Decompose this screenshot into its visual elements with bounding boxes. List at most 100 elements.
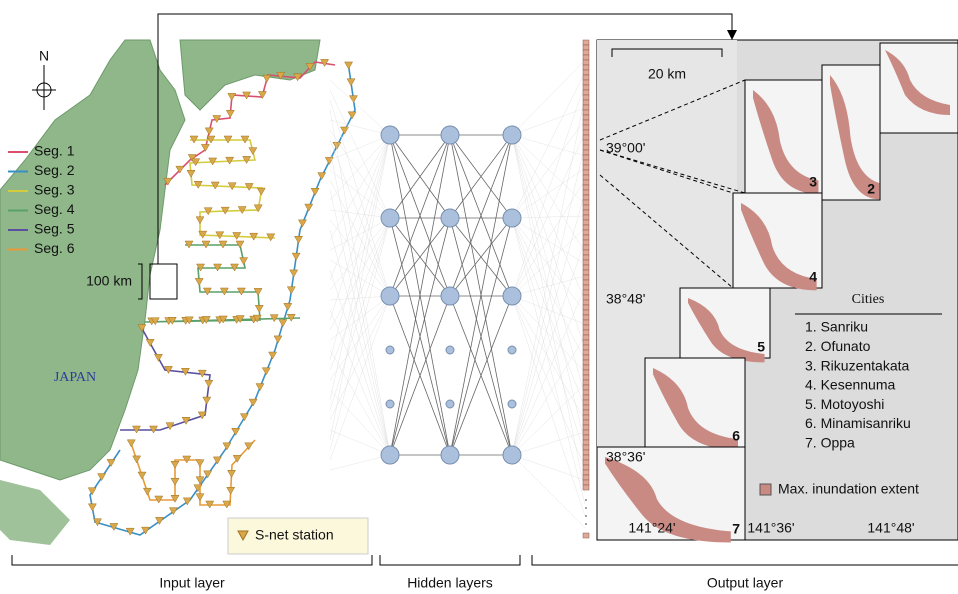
layer-brackets [12,555,958,565]
cities-title: Cities [852,292,885,307]
neuron [503,126,521,144]
input-connection [330,260,390,296]
station [311,188,319,195]
input-connection [330,90,390,218]
station [88,488,96,495]
output-connection [512,135,585,348]
output-node [583,150,589,155]
legend-label: Seg. 6 [34,240,75,256]
station [171,495,179,502]
output-node [583,170,589,175]
station [292,253,300,260]
input-connection [330,218,390,290]
output-node [583,155,589,160]
station [256,384,264,391]
output-connection [512,384,585,455]
lon-label: 141°24' [628,520,675,536]
output-node [583,425,589,430]
station [305,204,313,211]
station [227,487,235,494]
output-node [583,355,589,360]
legend-label: Seg. 5 [34,221,75,237]
figure: N 100 km JAPAN Seg. 1Seg. 2Seg. 3Seg. 4S… [0,0,958,594]
layer-label: Output layer [707,575,784,591]
arrow-head [727,30,737,40]
output-node [583,430,589,435]
output-node [583,105,589,110]
output-connection [512,296,585,516]
neuron-ellipsis [386,400,394,408]
scale-label: 100 km [86,273,132,289]
box-label: 7 [732,521,740,537]
selection-box [150,264,177,299]
output-node [583,455,589,460]
output-node [583,375,589,380]
output-node [583,320,589,325]
output-connection [512,132,585,296]
neuron [441,209,459,227]
city-label: 6. Minamisanriku [805,415,911,431]
output-connection [512,455,585,528]
output-node [583,230,589,235]
output-node [583,310,589,315]
output-node [583,255,589,260]
output-ellipsis [585,515,587,517]
output-node [583,460,589,465]
station [205,128,213,135]
lat-label: 38°36' [606,449,645,465]
input-connection [330,110,390,455]
station [127,440,135,447]
country-label: JAPAN [54,370,96,385]
output-node [583,115,589,120]
station [107,459,115,466]
neuron [381,446,399,464]
station [146,339,154,346]
output-node [583,420,589,425]
output-node [583,110,589,115]
output-node [583,385,589,390]
output-node [583,290,589,295]
output-node [583,190,589,195]
station [287,287,295,294]
station [154,354,162,361]
output-node [583,265,589,270]
output-connection [512,240,585,455]
station [298,220,306,227]
output-node [583,470,589,475]
output-node [583,325,589,330]
output-connection [512,144,585,455]
station [284,303,292,310]
output-node [583,175,589,180]
city-label: 4. Kesennuma [805,377,895,393]
box-label: 6 [732,428,740,444]
station [290,270,298,277]
output-node [583,45,589,50]
station [171,461,179,468]
output-scale: 20 km [648,66,686,82]
output-node [583,435,589,440]
output-node [583,120,589,125]
output-connection [512,108,585,135]
box-label: 2 [867,181,875,197]
neuron-ellipsis [508,400,516,408]
city-label: 7. Oppa [805,435,855,451]
output-node [583,370,589,375]
neuron [503,287,521,305]
output-node [583,55,589,60]
station [98,474,106,481]
output-node [583,335,589,340]
station [195,278,203,285]
output-node [583,315,589,320]
output-node [583,90,589,95]
station [263,75,271,82]
output-node [583,365,589,370]
input-connection [330,218,390,250]
output-node [583,275,589,280]
legend-label: Seg. 2 [34,162,75,178]
station [223,443,231,450]
station [205,380,213,387]
output-node [583,100,589,105]
output-ellipsis [585,499,587,501]
neuron [381,287,399,305]
lat-label: 38°48' [606,291,645,307]
